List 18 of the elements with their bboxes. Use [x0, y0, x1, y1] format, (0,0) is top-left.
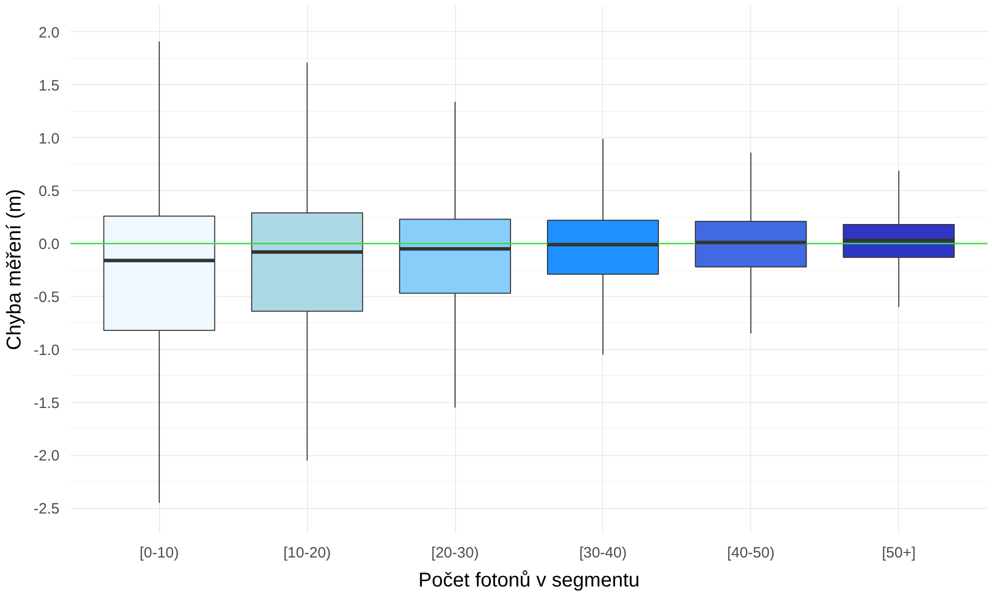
x-tick-label: [10-20) — [283, 544, 331, 562]
y-tick-label: -1.5 — [34, 394, 60, 412]
y-axis-title: Chyba měření (m) — [4, 188, 26, 350]
x-tick-label: [30-40) — [579, 544, 627, 562]
y-tick-label: 1.0 — [38, 130, 60, 148]
y-tick-label: -2.5 — [34, 500, 60, 518]
x-tick-label: [50+] — [882, 544, 916, 562]
x-tick-label: [0-10) — [140, 544, 179, 562]
y-tick-label: -1.0 — [34, 342, 60, 359]
y-tick-label: 2.0 — [38, 24, 60, 42]
y-tick-label: -2.0 — [34, 448, 60, 465]
y-tick-label: 1.5 — [38, 77, 60, 94]
y-tick-label: -0.5 — [34, 288, 60, 306]
x-tick-label: [20-30) — [431, 544, 479, 562]
y-tick-label: 0.0 — [38, 236, 60, 254]
x-tick-label: [40-50) — [727, 544, 775, 562]
x-axis-title: Počet fotonů v segmentu — [418, 570, 640, 592]
y-tick-label: 0.5 — [38, 183, 60, 200]
